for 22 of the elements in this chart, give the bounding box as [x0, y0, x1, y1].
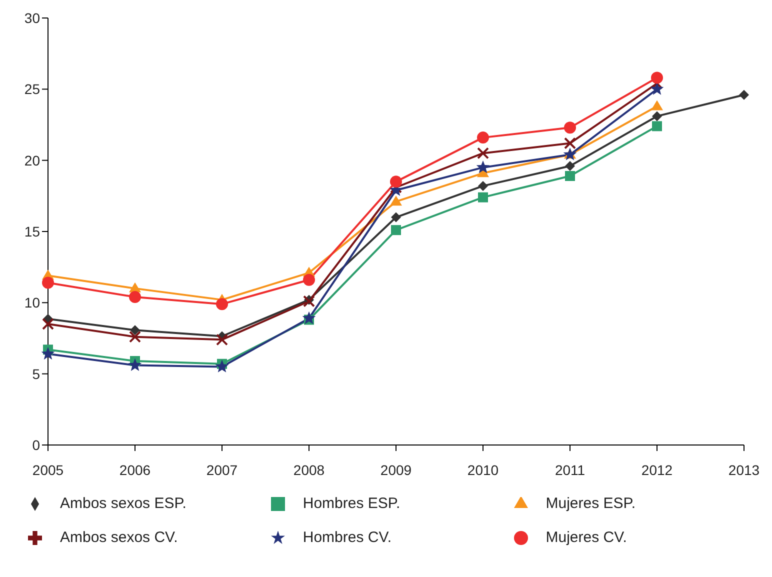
- y-tick-label: 30: [24, 10, 40, 26]
- x-tick-label: 2010: [467, 462, 499, 478]
- legend-label: Ambos sexos ESP.: [60, 495, 186, 512]
- legend-label: Hombres CV.: [302, 529, 392, 546]
- legend-label: Mujeres CV.: [546, 529, 627, 546]
- x-tick-label: 2005: [32, 462, 64, 478]
- x-tick-label: 2011: [554, 462, 586, 478]
- y-tick-label: 20: [24, 152, 40, 168]
- x-tick-label: 2013: [728, 462, 760, 478]
- y-tick-label: 10: [24, 294, 40, 311]
- y-tick-label: 0: [32, 436, 40, 453]
- x-tick-label: 2008: [293, 462, 325, 478]
- legend-label: Mujeres ESP.: [546, 495, 636, 512]
- y-tick-label: 25: [24, 81, 40, 98]
- x-tick-label: 2012: [641, 462, 673, 478]
- x-tick-label: 2009: [380, 462, 412, 478]
- legend-label: Hombres ESP.: [302, 495, 400, 512]
- x-tick-label: 2007: [206, 462, 238, 478]
- legend-label: Ambos sexos CV.: [60, 529, 178, 546]
- y-tick-label: 15: [24, 223, 40, 240]
- x-tick-label: 2006: [119, 462, 151, 478]
- y-tick-label: 5: [32, 366, 40, 382]
